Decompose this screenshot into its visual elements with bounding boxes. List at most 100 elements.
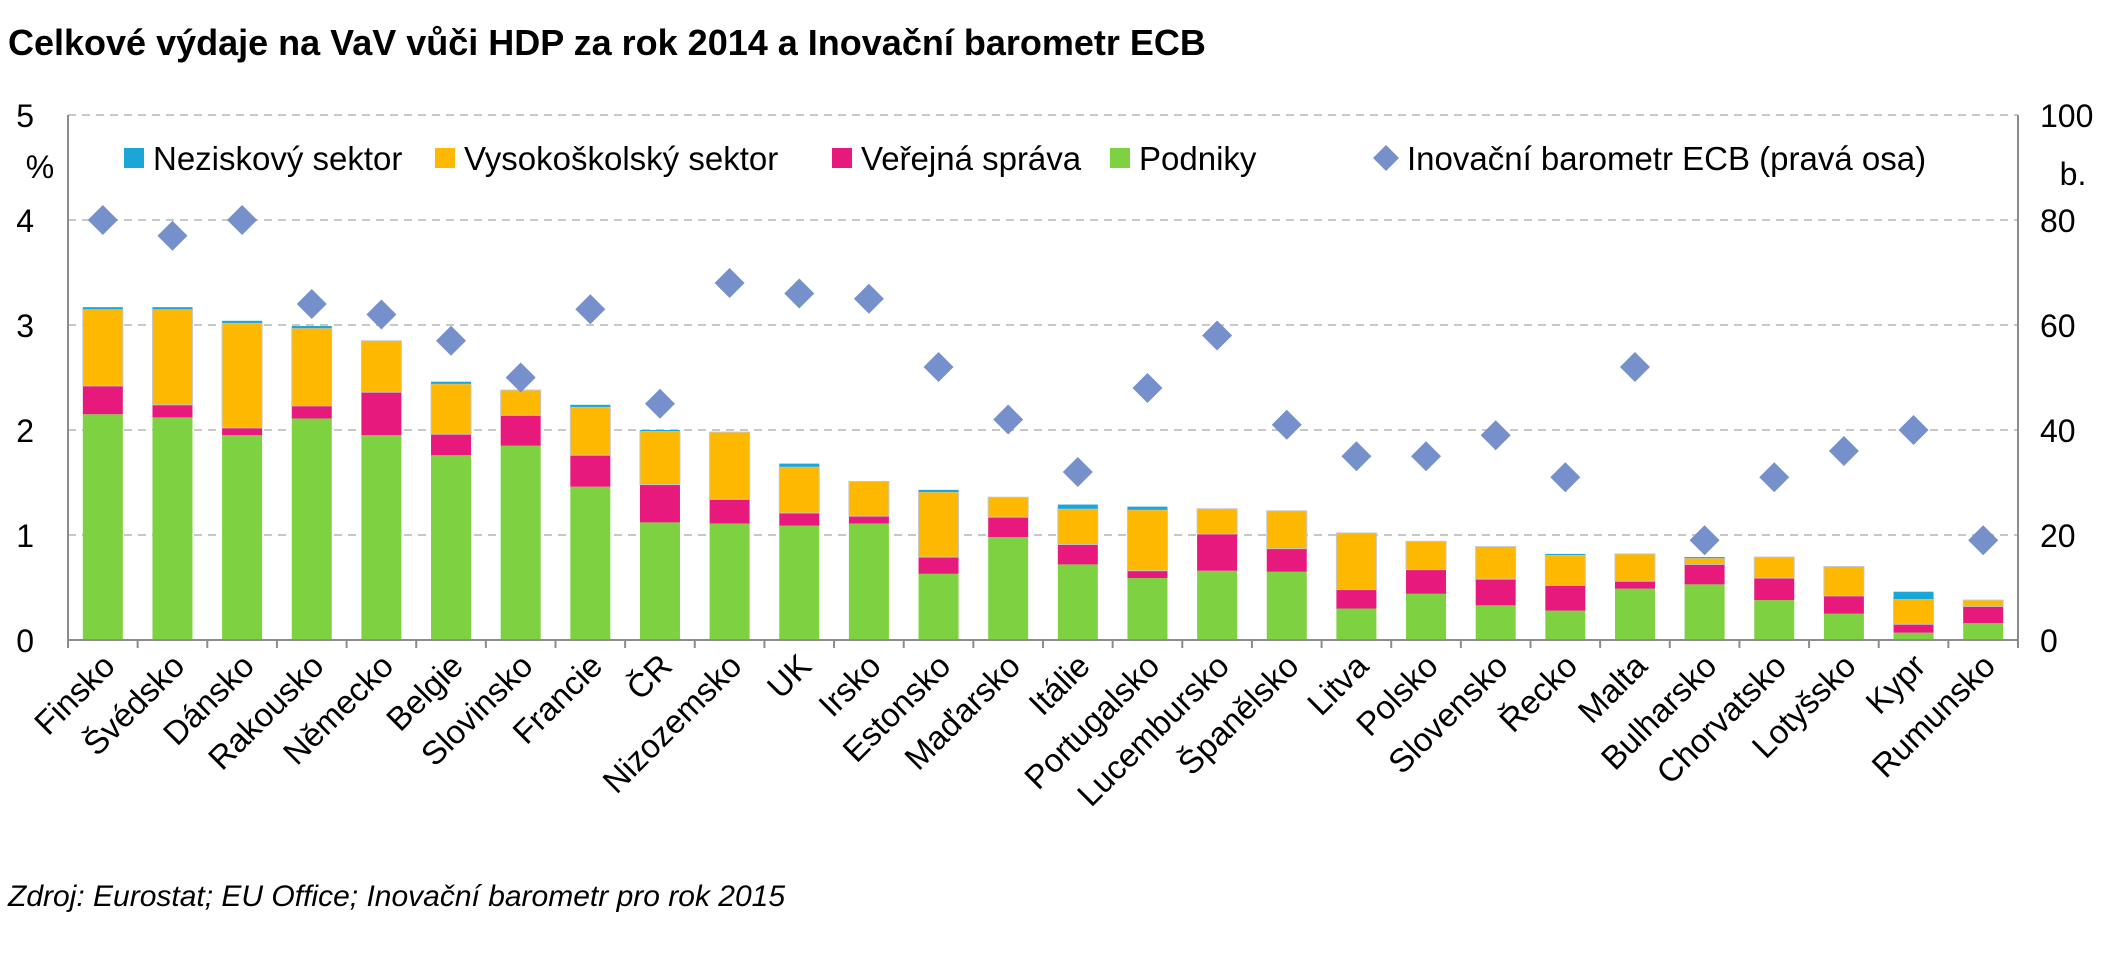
y-tick-label: 2 [16,413,34,449]
barometr-marker [853,283,884,314]
barometr-marker [1341,441,1372,472]
bar-vs [709,431,751,500]
bar-podniky [1545,610,1586,640]
bar-verejna [1823,595,1864,614]
bar-verejna [1336,589,1377,609]
bar-vs [1893,598,1935,625]
bar-podniky [291,418,332,640]
bar-nezisk [222,320,263,323]
bar-verejna [779,512,820,526]
barometr-marker [1968,525,1999,556]
bar-podniky [1266,571,1307,640]
y-tick-label: 0 [16,623,34,659]
bar-podniky [848,523,889,640]
legend-swatch-barometr [1373,145,1399,171]
bar-podniky [639,522,680,640]
bar-podniky [709,523,750,640]
bar-vs [1962,599,2004,607]
bar-nezisk [1057,504,1098,509]
bar-podniky [82,414,123,640]
bar-vs [1823,566,1865,597]
bar-nezisk [431,381,472,384]
bar-podniky [500,445,541,640]
bar-podniky [1406,593,1447,640]
bar-vs [1753,556,1795,579]
x-tick-label: ČR [619,647,679,707]
bar-podniky [1475,605,1516,640]
bar-vs [151,308,193,406]
bar-verejna [291,405,332,419]
bar-vs [430,383,472,435]
bar-verejna [1963,606,2004,624]
legend-swatch-vs [435,148,455,168]
bar-podniky [1893,632,1934,640]
barometr-marker [1062,457,1093,487]
bar-vs [1126,509,1168,572]
bar-verejna [431,434,472,456]
bar-vs [82,308,124,387]
bar-verejna [1127,570,1168,579]
bar-nezisk [779,463,820,467]
bar-vs [360,340,402,393]
y2-tick-label: 80 [2040,203,2076,239]
y-tick-label: 4 [16,203,34,239]
bar-nezisk [1127,506,1168,510]
barometr-marker [1898,415,1929,445]
bar-verejna [1406,569,1447,594]
bar-nezisk [291,326,332,329]
bar-vs [1196,508,1238,535]
bar-podniky [1823,613,1864,640]
bar-nezisk [570,404,611,407]
legend-swatch-verejna [832,148,852,168]
bar-verejna [1614,581,1655,589]
barometr-marker [157,220,188,251]
bar-vs [1475,546,1517,580]
bar-vs [1405,540,1447,571]
bar-vs [639,430,681,486]
bar-verejna [222,427,263,436]
barometr-marker [1619,352,1650,382]
barometr-marker [784,278,815,309]
barometr-marker [575,294,606,325]
bar-vs [778,466,820,514]
legend-swatch-podniky [1110,148,1130,168]
bar-podniky [570,486,611,640]
legend-label: Inovační barometr ECB (pravá osa) [1407,140,1926,177]
barometr-marker [1689,525,1720,556]
bar-vs [848,480,890,517]
bar-podniky [431,455,472,640]
bar-vs [1335,532,1377,591]
bar-nezisk [918,489,959,492]
bar-podniky [1684,584,1725,640]
bar-verejna [1266,548,1307,572]
barometr-marker [1480,420,1511,451]
barometr-marker [1411,441,1442,472]
y2-tick-label: 40 [2040,413,2076,449]
bar-vs [918,491,960,558]
bar-podniky [1197,570,1238,640]
y2-tick-label: 60 [2040,308,2076,344]
chart-title: Celkové výdaje na VaV vůči HDP za rok 20… [8,22,1206,63]
bar-verejna [1475,579,1516,606]
y2-tick-label: 20 [2040,518,2076,554]
bar-nezisk [639,430,680,432]
bar-vs [1544,554,1586,586]
bar-verejna [848,516,889,524]
bar-podniky [988,537,1029,640]
x-tick-label: Řecko [1492,647,1584,739]
bar-verejna [570,455,611,487]
y-axis-label: % [26,149,54,185]
bar-podniky [1057,564,1098,640]
bar-verejna [1893,624,1934,633]
bar-verejna [988,517,1029,538]
bar-verejna [500,415,541,446]
bar-podniky [1614,588,1655,640]
barometr-marker [366,299,397,330]
barometr-marker [1271,409,1302,440]
bar-vs [291,327,333,407]
y-tick-label: 5 [16,98,34,134]
bar-podniky [1336,608,1377,640]
y2-tick-label: 0 [2040,623,2058,659]
bar-verejna [361,392,402,436]
legend-label: Podniky [1139,140,1257,177]
